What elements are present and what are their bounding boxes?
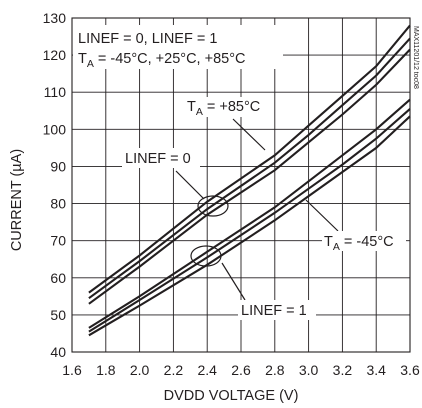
cold-label-bg bbox=[322, 231, 406, 251]
linef0-label-bg bbox=[122, 148, 200, 168]
series-curves bbox=[88, 24, 411, 337]
conditions-t: T bbox=[78, 51, 87, 67]
hot-label-rest: = +85°C bbox=[203, 99, 260, 115]
y-tick-label: 50 bbox=[50, 307, 66, 323]
conditions-note-bg bbox=[73, 25, 283, 69]
plot-frame bbox=[71, 17, 411, 353]
y-tick-label: 120 bbox=[43, 47, 67, 63]
y-tick-label: 90 bbox=[50, 158, 66, 174]
y-tick-label: 60 bbox=[50, 270, 66, 286]
x-tick-label: 2.6 bbox=[231, 362, 251, 378]
conditions-note: LINEF = 0, LINEF = 1 TA = -45°C, +25°C, … bbox=[73, 25, 283, 70]
hot-label-text: TA = +85°C bbox=[187, 99, 260, 118]
y-tick-labels: 40 50 60 70 80 90 100 110 120 130 bbox=[43, 10, 67, 360]
cold-label-leader bbox=[305, 199, 339, 232]
series-line-linef0--45 bbox=[88, 48, 411, 305]
series-line-linef1-+85 bbox=[88, 98, 411, 329]
conditions-line-1: LINEF = 0, LINEF = 1 bbox=[78, 31, 217, 47]
x-tick-label: 3.0 bbox=[299, 362, 319, 378]
cold-label-text: TA = -45°C bbox=[324, 234, 394, 253]
cold-temperature-label: TA = -45°C bbox=[305, 199, 406, 253]
conditions-line-2: TA = -45°C, +25°C, +85°C bbox=[78, 51, 245, 70]
y-tick-label: 110 bbox=[44, 84, 67, 100]
linef0-marker-ellipse bbox=[197, 195, 229, 217]
x-tick-labels: 1.6 1.8 2.0 2.2 2.4 2.6 2.8 3.0 3.2 3.4 3.6 bbox=[62, 362, 420, 378]
linef1-label-text: LINEF = 1 bbox=[241, 303, 307, 319]
hot-label-bg bbox=[184, 97, 268, 117]
x-tick-label: 2.0 bbox=[130, 362, 150, 378]
x-tick-label: 2.4 bbox=[197, 362, 217, 378]
x-tick-label: 3.6 bbox=[400, 362, 420, 378]
linef1-label-bg bbox=[238, 300, 316, 320]
cold-label-rest: = -45°C bbox=[340, 234, 394, 250]
y-tick-label: 100 bbox=[43, 121, 67, 137]
y-tick-label: 70 bbox=[50, 233, 66, 249]
conditions-sub: A bbox=[87, 58, 94, 70]
x-tick-label: 3.2 bbox=[333, 362, 353, 378]
x-tick-label: 1.6 bbox=[62, 362, 82, 378]
y-tick-label: 40 bbox=[50, 344, 66, 360]
cold-label-t: T bbox=[324, 234, 333, 250]
series-line-linef1--45 bbox=[88, 115, 411, 337]
x-tick-label: 2.8 bbox=[265, 362, 285, 378]
linef0-leader bbox=[175, 170, 205, 200]
x-tick-label: 1.8 bbox=[96, 362, 116, 378]
hot-label-leader bbox=[232, 118, 266, 151]
conditions-rest: = -45°C, +25°C, +85°C bbox=[94, 51, 246, 67]
hot-temperature-label: TA = +85°C bbox=[184, 97, 268, 151]
x-tick-label: 3.4 bbox=[366, 362, 386, 378]
y-axis-title: CURRENT (µA) bbox=[9, 149, 25, 251]
series-line-linef1-+25 bbox=[88, 108, 411, 333]
series-line-linef0-+25 bbox=[88, 37, 411, 300]
linef1-leader bbox=[221, 262, 246, 301]
series-line-linef0-+85 bbox=[88, 24, 411, 294]
linef1-label: LINEF = 1 bbox=[190, 245, 316, 320]
hot-label-t: T bbox=[187, 99, 196, 115]
x-axis-title: DVDD VOLTAGE (V) bbox=[164, 388, 299, 404]
x-tick-label: 2.2 bbox=[164, 362, 184, 378]
hot-label-sub: A bbox=[196, 106, 203, 118]
cold-label-sub: A bbox=[333, 241, 340, 253]
linef0-label-text: LINEF = 0 bbox=[125, 151, 191, 167]
y-tick-label: 80 bbox=[50, 196, 66, 212]
linef0-label: LINEF = 0 bbox=[122, 148, 229, 217]
linef1-marker-ellipse bbox=[190, 245, 222, 267]
y-tick-label: 130 bbox=[43, 10, 67, 26]
figure-code: MAX11201/12 toc08 bbox=[412, 26, 419, 89]
